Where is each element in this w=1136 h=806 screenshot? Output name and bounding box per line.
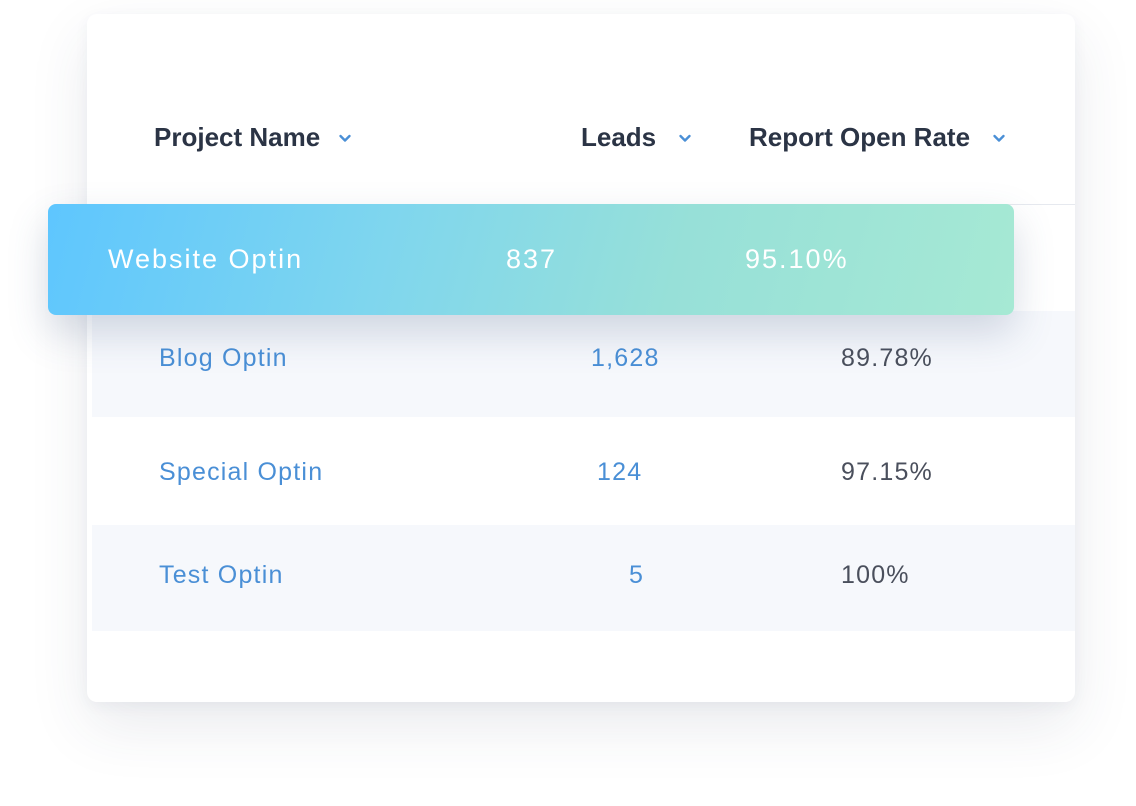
leads-table-card: Project Name Leads Report Open Rate Blog… xyxy=(87,14,1075,702)
table-row[interactable]: Blog Optin 1,628 89.78% xyxy=(92,311,1075,417)
table-row[interactable]: Test Optin 5 100% xyxy=(92,525,1075,631)
column-header-project-name[interactable]: Project Name xyxy=(154,122,352,153)
column-header-label: Report Open Rate xyxy=(749,122,971,152)
highlighted-table-row[interactable]: Website Optin 837 95.10% xyxy=(48,204,1014,315)
open-rate-value: 100% xyxy=(841,561,910,589)
chevron-down-icon[interactable] xyxy=(678,131,692,145)
chevron-down-icon[interactable] xyxy=(338,131,352,145)
project-name-link[interactable]: Test Optin xyxy=(159,561,284,589)
open-rate-value: 89.78% xyxy=(841,344,933,372)
project-name-link[interactable]: Website Optin xyxy=(108,244,304,274)
project-name-link[interactable]: Blog Optin xyxy=(159,344,288,372)
open-rate-value: 95.10% xyxy=(745,244,849,274)
column-header-label: Leads xyxy=(581,122,657,152)
chevron-down-icon[interactable] xyxy=(992,131,1006,145)
table-row[interactable]: Special Optin 124 97.15% xyxy=(92,418,1075,524)
table-header: Project Name Leads Report Open Rate xyxy=(87,14,1075,205)
project-name-link[interactable]: Special Optin xyxy=(159,458,324,486)
leads-count-link[interactable]: 1,628 xyxy=(591,344,660,372)
open-rate-value: 97.15% xyxy=(841,458,933,486)
leads-count-link[interactable]: 837 xyxy=(506,244,558,274)
column-header-label: Project Name xyxy=(154,122,321,152)
leads-count-link[interactable]: 5 xyxy=(629,561,645,589)
column-header-report-open-rate[interactable]: Report Open Rate xyxy=(749,122,1006,153)
column-header-leads[interactable]: Leads xyxy=(581,122,692,153)
leads-count-link[interactable]: 124 xyxy=(597,458,643,486)
